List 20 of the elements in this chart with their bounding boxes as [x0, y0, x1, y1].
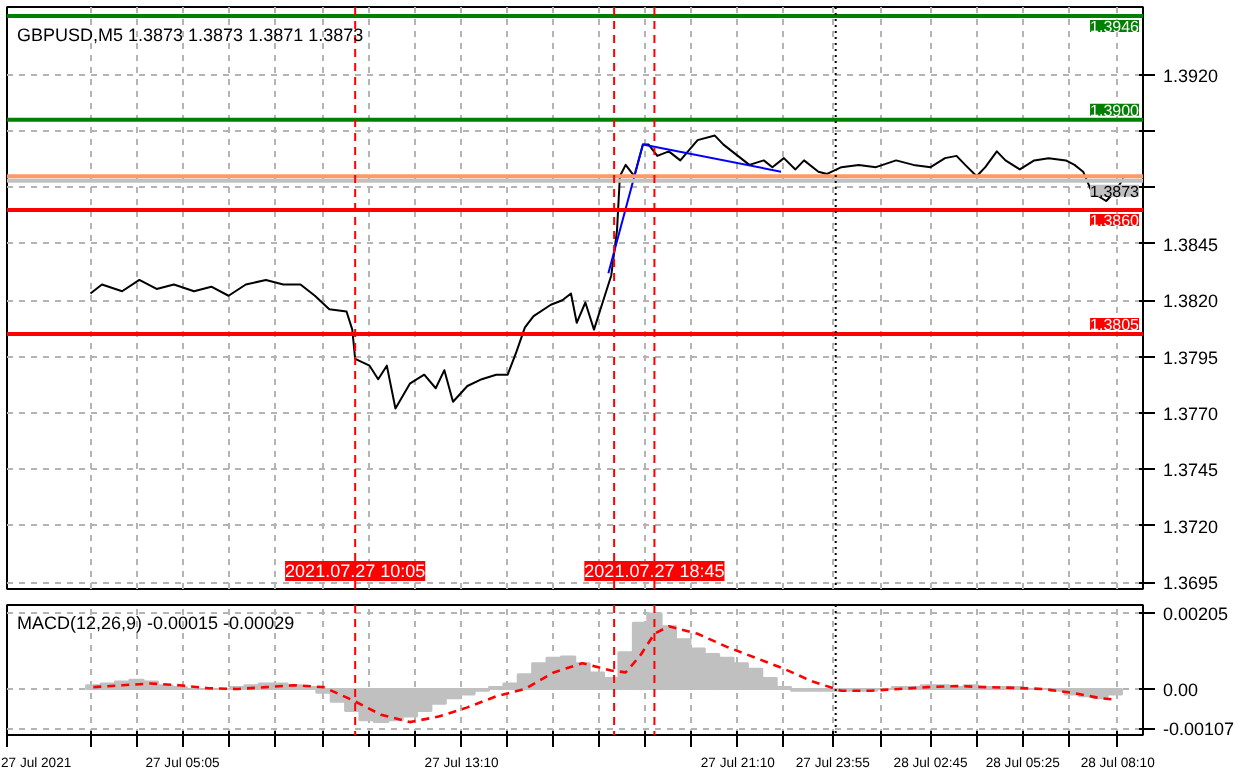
y-tick-label: 1.3920 — [1163, 65, 1219, 86]
y-tick-label: -0.00107 — [1163, 719, 1235, 740]
ref-line-label: 1.3805 — [1090, 316, 1141, 335]
text: MACD(12,26,9) -0.00015 -0.00029 — [17, 613, 295, 633]
y-tick-label: 0.00 — [1163, 679, 1199, 700]
y-tick-label: 1.3720 — [1163, 516, 1219, 537]
text: GBPUSD,M5 1.3873 1.3873 1.3871 1.3873 — [17, 25, 364, 45]
ref-line-label: 2021.07.27 18:45 — [584, 561, 725, 581]
ref-line-label: 1.3873 — [1090, 182, 1141, 201]
y-tick-label: 1.3770 — [1163, 404, 1219, 425]
y-tick-label: 1.3695 — [1163, 573, 1219, 594]
y-tick-label: 1.3845 — [1163, 234, 1219, 255]
y-tick-label: 1.3820 — [1163, 291, 1219, 312]
ref-line-label: 1.3860 — [1090, 212, 1141, 231]
ref-line-label: 2021.07.27 10:05 — [285, 561, 426, 581]
ref-line-label: 1.3900 — [1090, 101, 1141, 120]
y-tick-label: 1.3745 — [1163, 460, 1219, 481]
y-tick-label: 0.00205 — [1163, 604, 1229, 625]
ref-line-label: 1.3946 — [1090, 18, 1141, 37]
y-tick-label: 1.3795 — [1163, 347, 1219, 368]
